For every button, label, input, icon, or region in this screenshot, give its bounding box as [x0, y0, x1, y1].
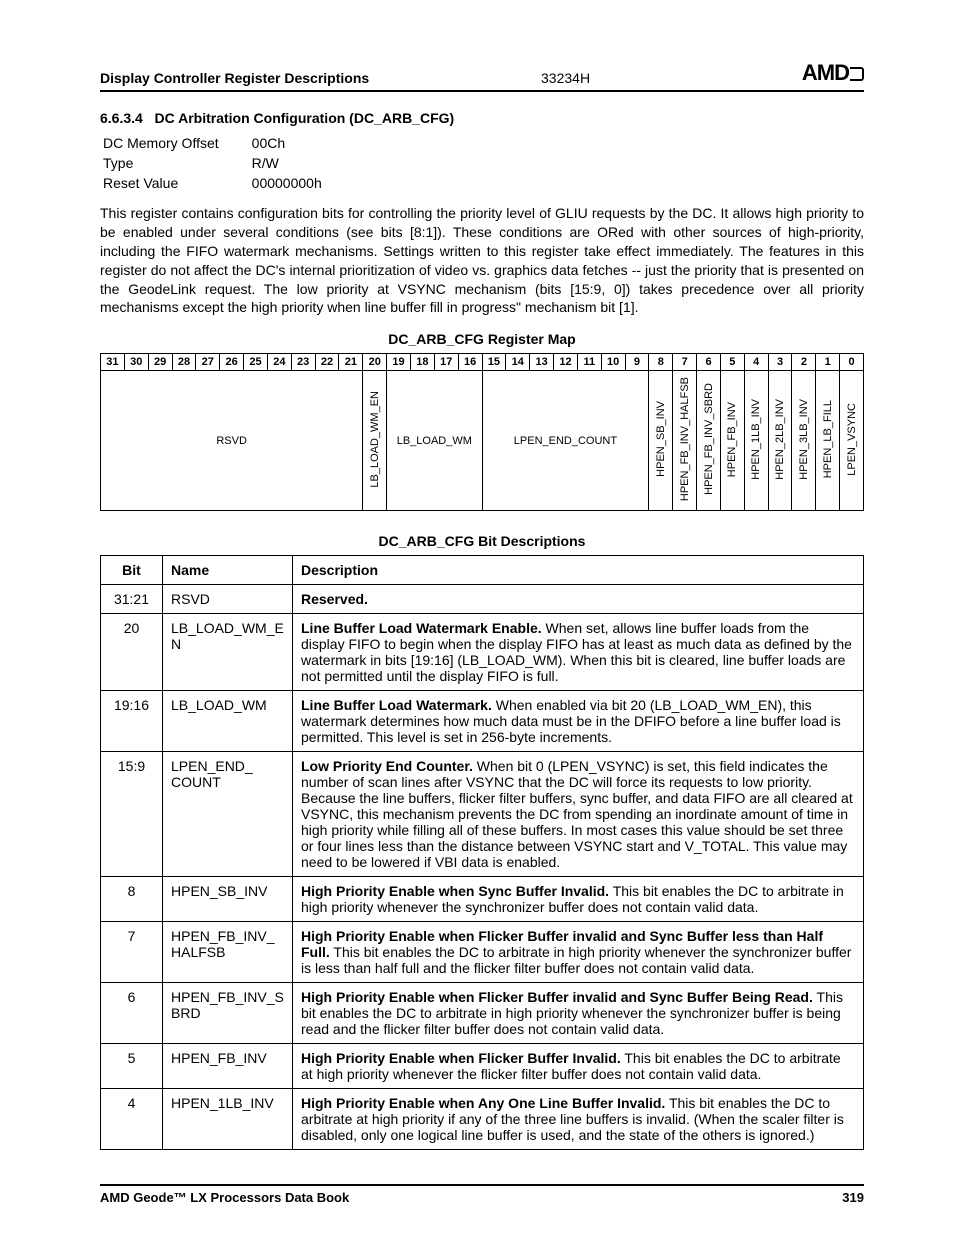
bit-number: 22: [315, 354, 339, 371]
description-paragraph: This register contains configuration bit…: [100, 204, 864, 317]
cell-desc: High Priority Enable when Any One Line B…: [293, 1089, 864, 1150]
bit-number: 9: [625, 354, 649, 371]
field-hpen-fb-inv: HPEN_FB_INV: [726, 398, 738, 481]
field-hpen-1lb-inv: HPEN_1LB_INV: [750, 395, 762, 484]
bit-number: 16: [458, 354, 482, 371]
cell-name: LB_LOAD_WM_EN: [163, 614, 293, 691]
page-footer: AMD Geode™ LX Processors Data Book 319: [100, 1184, 864, 1205]
cell-name: HPEN_SB_INV: [163, 877, 293, 922]
cell-name: HPEN_FB_INV_HALFSB: [163, 922, 293, 983]
bit-number: 29: [148, 354, 172, 371]
register-meta: DC Memory Offset00Ch TypeR/W Reset Value…: [100, 132, 325, 194]
bit-number: 19: [387, 354, 411, 371]
field-rsvd: RSVD: [216, 435, 247, 447]
table-row: 7HPEN_FB_INV_HALFSBHigh Priority Enable …: [101, 922, 864, 983]
cell-bit: 8: [101, 877, 163, 922]
bit-number: 23: [291, 354, 315, 371]
cell-name: HPEN_1LB_INV: [163, 1089, 293, 1150]
cell-bit: 19:16: [101, 691, 163, 752]
field-hpen-fb-inv-sbrd: HPEN_FB_INV_SBRD: [703, 379, 715, 499]
bit-number: 15: [482, 354, 506, 371]
cell-name: LPEN_END_ COUNT: [163, 752, 293, 877]
bit-number: 20: [363, 354, 387, 371]
cell-name: HPEN_FB_INV: [163, 1044, 293, 1089]
cell-bit: 20: [101, 614, 163, 691]
table-row: 20LB_LOAD_WM_ENLine Buffer Load Watermar…: [101, 614, 864, 691]
table-row: 4HPEN_1LB_INVHigh Priority Enable when A…: [101, 1089, 864, 1150]
header-docnum: 33234H: [541, 70, 590, 86]
bit-number: 1: [816, 354, 840, 371]
bit-number: 5: [720, 354, 744, 371]
header-title: Display Controller Register Descriptions: [100, 70, 369, 86]
bit-number: 26: [220, 354, 244, 371]
cell-desc: Line Buffer Load Watermark. When enabled…: [293, 691, 864, 752]
bit-number: 21: [339, 354, 363, 371]
table-row: 15:9LPEN_END_ COUNTLow Priority End Coun…: [101, 752, 864, 877]
amd-logo: AMD: [802, 60, 864, 86]
section-heading: 6.6.3.4 DC Arbitration Configuration (DC…: [100, 110, 864, 126]
cell-name: RSVD: [163, 585, 293, 614]
bit-description-table: Bit Name Description 31:21RSVDReserved.2…: [100, 555, 864, 1150]
field-lpen-end-count: LPEN_END_COUNT: [514, 435, 617, 447]
bit-number: 8: [649, 354, 673, 371]
cell-bit: 31:21: [101, 585, 163, 614]
cell-desc: Reserved.: [293, 585, 864, 614]
page-header: Display Controller Register Descriptions…: [100, 60, 864, 92]
field-lb-load-wm: LB_LOAD_WM: [397, 435, 472, 447]
bit-number: 24: [267, 354, 291, 371]
bit-number: 3: [768, 354, 792, 371]
bit-number: 27: [196, 354, 220, 371]
cell-desc: High Priority Enable when Flicker Buffer…: [293, 1044, 864, 1089]
field-lpen-vsync: LPEN_VSYNC: [846, 399, 858, 480]
bit-number: 0: [840, 354, 864, 371]
bit-number: 6: [697, 354, 721, 371]
cell-desc: High Priority Enable when Sync Buffer In…: [293, 877, 864, 922]
bit-number: 31: [101, 354, 125, 371]
cell-desc: Line Buffer Load Watermark Enable. When …: [293, 614, 864, 691]
bit-number: 11: [577, 354, 601, 371]
regmap-caption: DC_ARB_CFG Register Map: [100, 331, 864, 347]
col-desc: Description: [293, 556, 864, 585]
field-hpen-fb-inv-halfsb: HPEN_FB_INV_HALFSB: [679, 373, 691, 505]
bit-number: 30: [124, 354, 148, 371]
bit-number: 18: [410, 354, 434, 371]
bit-number: 12: [554, 354, 578, 371]
cell-name: HPEN_FB_INV_SBRD: [163, 983, 293, 1044]
bit-number: 17: [434, 354, 458, 371]
cell-name: LB_LOAD_WM: [163, 691, 293, 752]
cell-bit: 5: [101, 1044, 163, 1089]
bit-number: 4: [744, 354, 768, 371]
table-row: 5HPEN_FB_INVHigh Priority Enable when Fl…: [101, 1044, 864, 1089]
table-row: 6HPEN_FB_INV_SBRDHigh Priority Enable wh…: [101, 983, 864, 1044]
bitdesc-caption: DC_ARB_CFG Bit Descriptions: [100, 533, 864, 549]
field-lb-load-wm-en: LB_LOAD_WM_EN: [369, 387, 381, 492]
cell-bit: 7: [101, 922, 163, 983]
col-bit: Bit: [101, 556, 163, 585]
footer-left: AMD Geode™ LX Processors Data Book: [100, 1190, 349, 1205]
field-hpen-2lb-inv: HPEN_2LB_INV: [774, 395, 786, 484]
field-hpen-lb-fill: HPEN_LB_FILL: [822, 396, 834, 482]
bit-number: 28: [172, 354, 196, 371]
field-hpen-sb-inv: HPEN_SB_INV: [655, 397, 667, 481]
table-row: 31:21RSVDReserved.: [101, 585, 864, 614]
cell-desc: High Priority Enable when Flicker Buffer…: [293, 983, 864, 1044]
bit-number: 7: [673, 354, 697, 371]
bit-number: 10: [601, 354, 625, 371]
cell-desc: Low Priority End Counter. When bit 0 (LP…: [293, 752, 864, 877]
field-hpen-3lb-inv: HPEN_3LB_INV: [798, 395, 810, 484]
cell-bit: 4: [101, 1089, 163, 1150]
cell-bit: 15:9: [101, 752, 163, 877]
bit-number: 14: [506, 354, 530, 371]
cell-desc: High Priority Enable when Flicker Buffer…: [293, 922, 864, 983]
register-map-table: 3130292827262524232221201918171615141312…: [100, 353, 864, 511]
bit-number: 13: [530, 354, 554, 371]
bit-number: 25: [244, 354, 268, 371]
bit-number: 2: [792, 354, 816, 371]
cell-bit: 6: [101, 983, 163, 1044]
col-name: Name: [163, 556, 293, 585]
table-row: 19:16LB_LOAD_WMLine Buffer Load Watermar…: [101, 691, 864, 752]
footer-right: 319: [842, 1190, 864, 1205]
table-row: 8HPEN_SB_INVHigh Priority Enable when Sy…: [101, 877, 864, 922]
